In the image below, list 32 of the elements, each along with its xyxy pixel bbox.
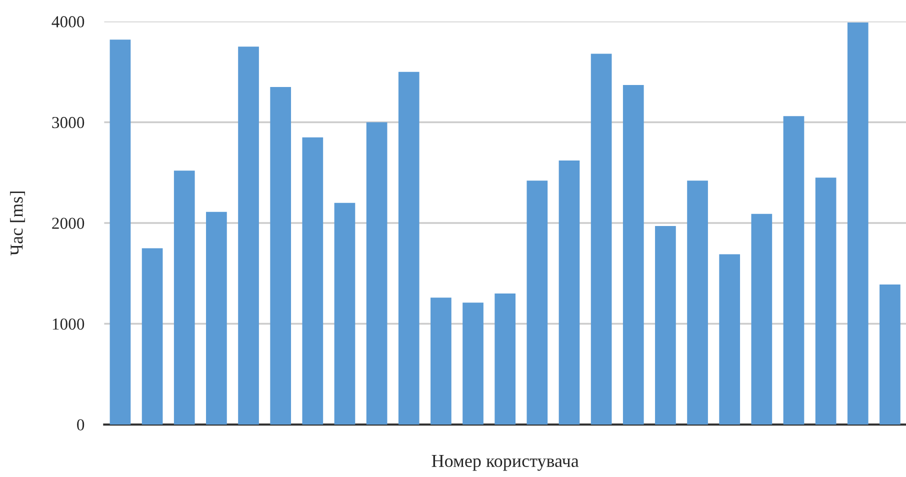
bar (719, 254, 740, 425)
y-tick-label: 1000 (52, 318, 84, 330)
bar (174, 170, 195, 425)
y-axis-title: Час [ms] (10, 192, 25, 256)
y-tick-label: 2000 (52, 218, 84, 229)
bar (334, 202, 356, 425)
bar (142, 248, 163, 425)
bar (526, 180, 548, 425)
y-tick-label: 0 (77, 419, 84, 430)
bar (494, 294, 516, 425)
bar (398, 72, 420, 425)
bar (366, 122, 388, 425)
bar (302, 137, 324, 425)
bar (847, 22, 868, 425)
x-axis-title: Номер користувача (432, 455, 579, 471)
bar (206, 212, 227, 425)
y-tick-label: 3000 (52, 116, 84, 128)
bar (558, 160, 580, 425)
y-tick-label: 4000 (52, 16, 84, 28)
bar (655, 226, 676, 425)
bar (238, 46, 259, 425)
bar (815, 178, 836, 425)
bar (430, 298, 452, 425)
bar (462, 302, 484, 425)
bar (590, 54, 612, 425)
bar (110, 40, 131, 425)
bar (751, 214, 772, 425)
bar (270, 86, 292, 425)
bar (880, 284, 900, 425)
bar (622, 84, 644, 425)
bar (687, 180, 708, 425)
bar (783, 116, 804, 425)
